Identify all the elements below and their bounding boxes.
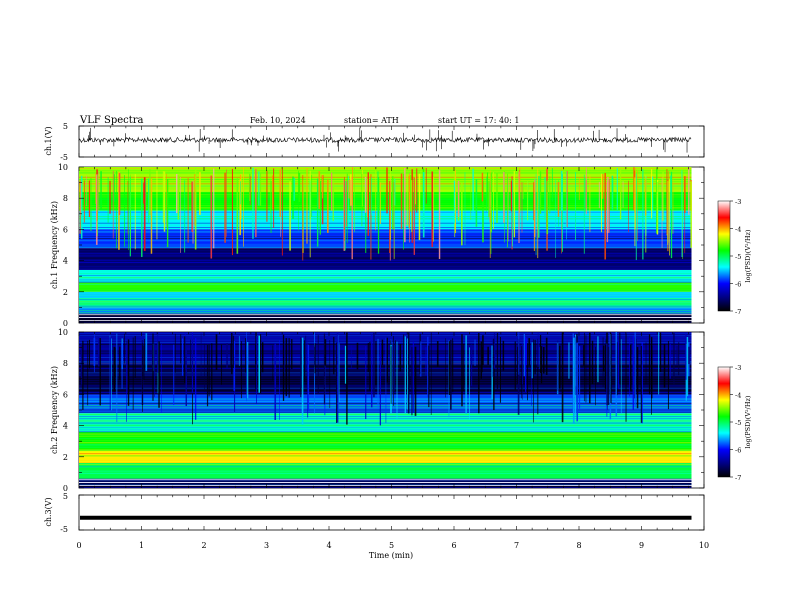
start-ut-label: start UT = 17: 40: 1 <box>438 116 519 125</box>
spectral-band <box>79 269 692 283</box>
ch2-freq-ylabel: ch.2 Frequency (kHz) <box>50 366 59 454</box>
ch1-colorbar-ramp <box>717 200 731 312</box>
ch3-waveform-panel: 5 -5 ch.3(V) 0 1 2 3 4 5 6 7 8 9 10 Time (min) <box>44 492 709 560</box>
ch3-ytick-top: 5 <box>63 492 68 501</box>
colorbar-tick-label: -6 <box>735 447 741 455</box>
spectral-band <box>79 431 692 451</box>
colorbar-tick-label: -6 <box>735 281 741 289</box>
figure-title: VLF Spectra <box>79 115 144 126</box>
x-tick-label: 9 <box>639 541 644 550</box>
ch2-spectrogram-panel: 0 2 4 6 8 10 ch.2 Frequency (kHz) <box>50 328 705 493</box>
y-tick-label: 8 <box>63 194 68 203</box>
spectral-band <box>79 313 692 323</box>
y-tick-label: 4 <box>63 422 68 431</box>
x-tick-labels: 0 1 2 3 4 5 6 7 8 9 10 <box>76 541 709 550</box>
ch3-waveform-trace <box>80 515 692 520</box>
x-tick-label: 3 <box>264 541 269 550</box>
y-tick-label: 8 <box>63 359 68 368</box>
y-tick-label: 0 <box>63 484 68 493</box>
ch1-spectrogram-ticks: 0 2 4 6 8 10 <box>58 163 705 328</box>
x-tick-label: 10 <box>699 541 709 550</box>
colorbar-tick-label: -7 <box>735 474 741 482</box>
ch1-waveform-spikes <box>88 127 688 153</box>
y-tick-label: 2 <box>63 453 68 462</box>
x-tick-label: 4 <box>326 541 331 550</box>
date-label: Feb. 10, 2024 <box>250 116 306 125</box>
spectral-band <box>79 332 692 364</box>
spectral-band <box>79 450 692 464</box>
colorbar-tick-label: -3 <box>735 364 741 372</box>
x-tick-label: 5 <box>389 541 394 550</box>
spectral-band <box>79 363 692 395</box>
x-tick-label: 1 <box>139 541 144 550</box>
spectral-band <box>79 282 692 292</box>
colorbar-tick-label: -4 <box>735 226 741 234</box>
y-tick-label: 4 <box>63 257 68 266</box>
ch1-waveform-ticks <box>78 125 705 158</box>
x-axis-label: Time (min) <box>369 551 413 560</box>
ch3-ylabel: ch.3(V) <box>44 497 53 526</box>
y-tick-label: 6 <box>63 390 68 399</box>
ch2-colorbar-ticks: -3 -4 -5 -6 -7 <box>730 364 741 482</box>
ch1-freq-ylabel: ch.1 Frequency (kHz) <box>50 201 59 289</box>
x-tick-label: 8 <box>576 541 581 550</box>
y-tick-label: 6 <box>63 225 68 234</box>
spectral-band <box>79 210 692 230</box>
y-tick-label: 2 <box>63 288 68 297</box>
colorbar-tick-label: -7 <box>735 308 741 316</box>
x-tick-label: 6 <box>451 541 456 550</box>
spectral-band <box>79 413 692 432</box>
ch2-colorbar: -3 -4 -5 -6 -7 log(PSD)(V²/Hz) <box>717 364 752 482</box>
y-tick-label: 10 <box>58 328 68 337</box>
ch1-ytick-top: 5 <box>63 122 68 131</box>
x-tick-label: 2 <box>201 541 206 550</box>
ch1-spectrogram-texture <box>79 168 692 323</box>
spectral-band <box>79 298 692 308</box>
x-tick-label: 7 <box>514 541 519 550</box>
ch3-waveform-frame <box>78 494 705 531</box>
ch3-ytick-bottom: -5 <box>60 525 68 534</box>
ch2-colorbar-label: log(PSD)(V²/Hz) <box>744 395 752 448</box>
ch1-ylabel: ch.1(V) <box>44 126 53 155</box>
colorbar-tick-label: -4 <box>735 392 741 400</box>
spectral-band <box>79 478 692 488</box>
station-label: station= ATH <box>344 116 399 125</box>
colorbar-tick-label: -5 <box>735 253 741 261</box>
y-tick-label: 10 <box>58 163 68 172</box>
ch2-spectrogram-ticks: 0 2 4 6 8 10 <box>58 328 705 493</box>
y-tick-label: 0 <box>63 319 68 328</box>
ch1-waveform-panel: 5 -5 ch.1(V) <box>44 122 705 162</box>
ch1-colorbar-label: log(PSD)(V²/Hz) <box>744 229 752 282</box>
ch1-spectrogram-panel: 0 2 4 6 8 10 ch.1 Frequency (kHz) <box>50 163 705 328</box>
ch1-ytick-bottom: -5 <box>60 153 68 162</box>
colorbar-tick-label: -5 <box>735 419 741 427</box>
ch2-colorbar-ramp <box>717 366 731 478</box>
ch2-spectrogram-bursts <box>80 332 690 426</box>
ch1-colorbar: -3 -4 -5 -6 -7 log(PSD)(V²/Hz) <box>717 198 752 316</box>
ch1-waveform-trace <box>78 136 692 144</box>
ch1-colorbar-ticks: -3 -4 -5 -6 -7 <box>730 198 741 316</box>
ch3-waveform-ticks <box>78 494 705 531</box>
x-tick-label: 0 <box>76 541 81 550</box>
ch1-spectrogram-bursts <box>79 167 693 261</box>
colorbar-tick-label: -3 <box>735 198 741 206</box>
